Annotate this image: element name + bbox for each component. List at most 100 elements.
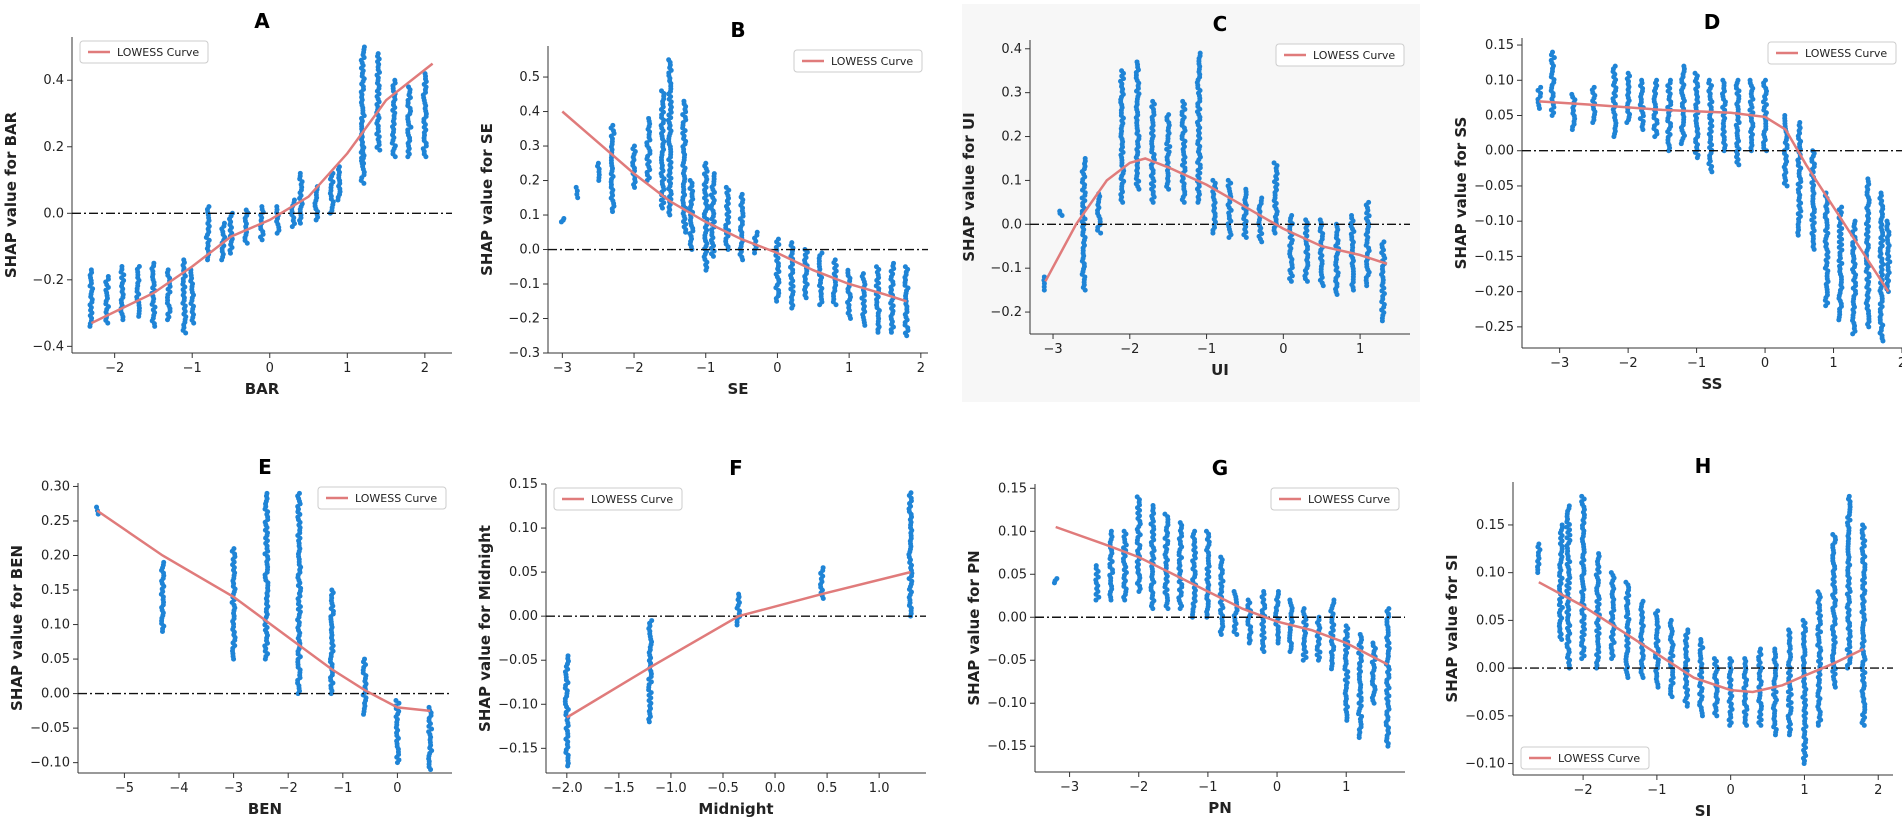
- x-tick-label: 0: [1727, 783, 1735, 798]
- x-axis-label: Midnight: [698, 800, 773, 818]
- y-axis-label: SHAP value for BEN: [8, 545, 26, 711]
- scatter-point: [1678, 141, 1684, 147]
- legend: LOWESS Curve: [1270, 487, 1400, 511]
- scatter-point: [1736, 162, 1742, 168]
- scatter-point: [313, 217, 319, 223]
- scatter-point: [1801, 761, 1807, 767]
- scatter-point: [1272, 230, 1278, 236]
- scatter-point: [1234, 631, 1240, 637]
- lowess-curve: [561, 110, 907, 303]
- scatter-point: [1059, 213, 1065, 219]
- x-axis-label: UI: [1211, 361, 1229, 379]
- x-tick-label: 0: [1279, 342, 1287, 357]
- scatter-point: [1559, 636, 1565, 642]
- panel-e: E−5 −4 −3 −2 −1 0−0.10−0.050.000.050.100.150.…: [8, 455, 452, 818]
- scatter-point: [1093, 597, 1099, 603]
- scatter-point: [1640, 127, 1646, 133]
- scatter-point: [1344, 717, 1350, 723]
- scatter-point: [1275, 640, 1281, 646]
- x-tick-label: −1: [696, 361, 715, 376]
- y-tick-label: −0.4: [32, 339, 64, 354]
- scatter-point: [1772, 732, 1778, 738]
- x-tick-label: −2: [279, 781, 298, 796]
- y-tick-label: 0.00: [41, 687, 70, 702]
- panel-title: H: [1695, 454, 1712, 478]
- y-tick-label: −0.05: [1474, 179, 1514, 194]
- y-tick-label: −0.1: [508, 277, 540, 292]
- x-tick-label: −2: [624, 361, 643, 376]
- panel-title: F: [729, 456, 743, 480]
- scatter-point: [335, 197, 341, 203]
- scatter-point: [833, 302, 839, 308]
- legend: LOWESS Curve: [793, 49, 923, 73]
- x-tick-label: −1: [333, 781, 352, 796]
- x-tick-label: −3: [1550, 356, 1569, 371]
- scatter-point: [565, 763, 571, 769]
- x-tick-label: −4: [169, 781, 188, 796]
- y-tick-label: 0.05: [1485, 109, 1514, 124]
- scatter-point: [1259, 239, 1265, 245]
- lowess-curve: [1044, 157, 1388, 282]
- scatter-point: [259, 237, 265, 243]
- scatter-points: [87, 44, 429, 336]
- y-tick-label: 0.10: [998, 524, 1027, 539]
- y-tick-label: 0.05: [1476, 613, 1505, 628]
- x-tick-label: 2: [1898, 356, 1902, 371]
- y-tick-label: −0.2: [990, 305, 1022, 320]
- y-tick-label: −0.05: [498, 653, 538, 668]
- x-tick-label: −3: [553, 361, 572, 376]
- scatter-point: [361, 160, 367, 166]
- scatter-point: [1210, 230, 1216, 236]
- scatter-point: [1051, 580, 1057, 586]
- panel-d: D−3−2−1012−0.25−0.20−0.15−0.10−0.050.000…: [1452, 10, 1902, 393]
- legend-label: LOWESS Curve: [1558, 752, 1640, 765]
- scatter-point: [394, 760, 400, 766]
- legend: LOWESS Curve: [317, 486, 447, 510]
- scatter-point: [1150, 606, 1156, 612]
- x-tick-label: −1.0: [655, 781, 687, 796]
- panel-g: G−3 −2 −1 0 1−0.15−0.10−0.050.000.050.100.15…: [965, 456, 1405, 817]
- y-tick-label: 0.00: [998, 610, 1027, 625]
- scatter-point: [1315, 657, 1321, 663]
- scatter-point: [1120, 199, 1126, 205]
- scatter-point: [1655, 684, 1661, 690]
- scatter-point: [1549, 113, 1555, 118]
- scatter-point: [1385, 743, 1391, 749]
- scatter-point: [1590, 120, 1596, 126]
- x-tick-label: −3: [1043, 342, 1062, 357]
- scatter-point: [1334, 292, 1340, 298]
- y-tick-label: 0.25: [41, 514, 70, 529]
- scatter-point: [120, 317, 126, 323]
- scatter-point: [274, 230, 280, 236]
- scatter-point: [1709, 169, 1715, 175]
- y-tick-label: 0.10: [1476, 566, 1505, 581]
- legend: LOWESS Curve: [79, 40, 209, 64]
- scatter-point: [1122, 597, 1128, 603]
- x-tick-label: 1: [1800, 783, 1808, 798]
- scatter-point: [1624, 120, 1630, 126]
- scatter-point: [1666, 148, 1672, 154]
- scatter-point: [610, 209, 616, 215]
- scatter-point: [1850, 331, 1856, 337]
- y-tick-label: 0.15: [41, 583, 70, 598]
- panel-title: E: [258, 455, 272, 479]
- lowess-curve: [1539, 100, 1890, 293]
- y-tick-label: 0.15: [509, 477, 538, 492]
- y-tick-label: 0.15: [998, 481, 1027, 496]
- scatter-point: [361, 180, 367, 186]
- y-tick-label: 0.0: [43, 206, 64, 221]
- scatter-point: [1795, 232, 1801, 238]
- scatter-point: [87, 323, 93, 329]
- scatter-points: [1535, 49, 1893, 344]
- scatter-point: [740, 257, 746, 263]
- panel-title: A: [254, 9, 270, 33]
- x-tick-label: 1: [1342, 780, 1350, 795]
- scatter-point: [1535, 570, 1541, 576]
- y-tick-label: 0.10: [1485, 73, 1514, 88]
- scatter-point: [1246, 640, 1252, 646]
- scatter-point: [289, 224, 295, 230]
- x-axis-label: BEN: [248, 800, 282, 818]
- scatter-point: [1579, 656, 1585, 662]
- y-tick-label: −0.10: [498, 697, 538, 712]
- scatter-point: [734, 622, 740, 628]
